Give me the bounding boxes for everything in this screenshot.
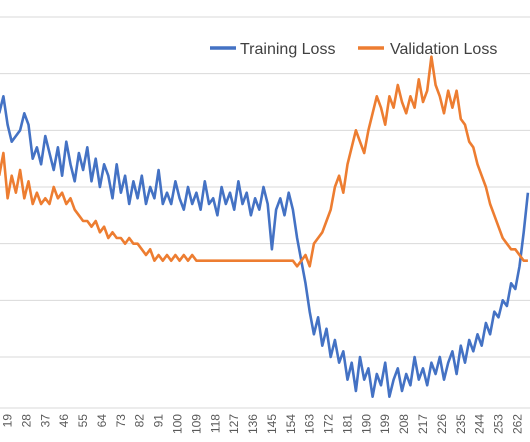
x-tick-label: 235	[454, 414, 468, 434]
x-tick-label: 64	[95, 414, 109, 428]
x-tick-label: 163	[303, 414, 317, 434]
x-tick-label: 199	[378, 414, 392, 434]
x-tick-label: 91	[152, 414, 166, 428]
x-tick-label: 145	[265, 414, 279, 434]
x-tick-label: 154	[284, 414, 298, 434]
legend: Training Loss Validation Loss	[210, 41, 497, 58]
gridlines	[0, 16, 530, 358]
x-tick-label: 208	[397, 414, 411, 434]
legend-item-training-loss: Training Loss	[210, 41, 335, 58]
x-tick-label: 226	[435, 414, 449, 434]
series-line-validation-loss	[0, 55, 528, 268]
x-tick-label: 82	[133, 414, 147, 428]
x-tick-label: 262	[510, 414, 524, 434]
x-tick-label: 244	[473, 414, 487, 434]
legend-item-validation-loss: Validation Loss	[358, 41, 497, 58]
x-tick-label: 55	[76, 414, 90, 428]
x-tick-label: 172	[322, 414, 336, 434]
x-tick-label: 253	[492, 414, 506, 434]
x-tick-label: 19	[1, 414, 15, 428]
x-tick-label: 118	[208, 414, 222, 433]
x-tick-labels: 19 28 37 46 55 64 73 82 91 100 109 118 127 136 145 154 1…	[1, 414, 525, 434]
x-tick-label: 190	[359, 414, 373, 434]
x-tick-label: 73	[114, 414, 128, 428]
series-line-training-loss	[0, 95, 530, 399]
x-tick-label: 37	[38, 414, 52, 428]
legend-label-validation-loss: Validation Loss	[390, 41, 497, 58]
legend-label-training-loss: Training Loss	[240, 41, 335, 58]
x-tick-label: 136	[246, 414, 260, 434]
x-tick-label: 217	[416, 414, 430, 434]
x-tick-label: 28	[19, 414, 33, 428]
x-tick-label: 181	[340, 414, 354, 434]
x-tick-label: 46	[57, 414, 71, 428]
x-tick-label: 100	[171, 414, 185, 434]
x-tick-label: 127	[227, 414, 241, 434]
x-tick-label: 109	[189, 414, 203, 434]
series-layer	[0, 55, 530, 399]
